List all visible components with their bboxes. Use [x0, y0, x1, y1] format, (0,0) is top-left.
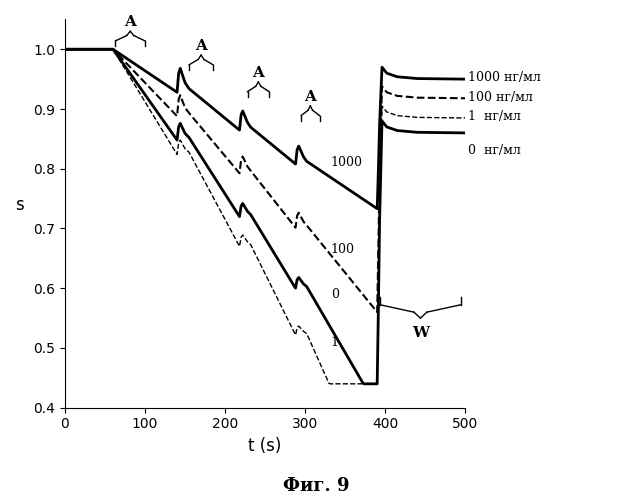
Text: 100: 100 [331, 243, 354, 256]
Text: A: A [253, 66, 264, 80]
X-axis label: t (s): t (s) [248, 437, 282, 455]
Text: 1000: 1000 [331, 156, 363, 170]
Text: W: W [412, 326, 429, 340]
Text: 100 нг/мл: 100 нг/мл [468, 90, 534, 104]
Text: 0: 0 [331, 288, 339, 300]
Text: 1  нг/мл: 1 нг/мл [468, 110, 522, 124]
Text: A: A [124, 15, 136, 29]
Text: 0  нг/мл: 0 нг/мл [468, 144, 522, 158]
Text: 1000 нг/мл: 1000 нг/мл [468, 72, 541, 85]
Y-axis label: s: s [15, 196, 24, 214]
Text: A: A [304, 90, 316, 104]
Text: A: A [195, 39, 207, 53]
Text: Фиг. 9: Фиг. 9 [283, 477, 350, 495]
Text: 1: 1 [331, 336, 339, 348]
